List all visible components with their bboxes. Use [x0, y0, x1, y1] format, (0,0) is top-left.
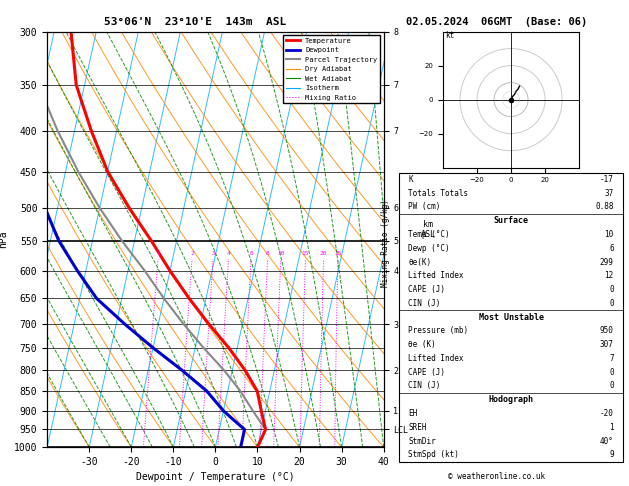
Text: Surface: Surface	[494, 216, 528, 225]
Text: Temp (°C): Temp (°C)	[408, 230, 450, 239]
Text: 7: 7	[609, 354, 614, 363]
Y-axis label: km
ASL: km ASL	[420, 220, 435, 240]
Text: StmSpd (kt): StmSpd (kt)	[408, 451, 459, 459]
Text: SREH: SREH	[408, 423, 427, 432]
Text: CAPE (J): CAPE (J)	[408, 368, 445, 377]
Text: Lifted Index: Lifted Index	[408, 354, 464, 363]
Text: CIN (J): CIN (J)	[408, 299, 441, 308]
Text: © weatheronline.co.uk: © weatheronline.co.uk	[448, 472, 545, 481]
Text: 20: 20	[320, 251, 327, 256]
Text: 6: 6	[249, 251, 253, 256]
Text: 0: 0	[609, 382, 614, 390]
Text: Hodograph: Hodograph	[489, 395, 533, 404]
Text: 25: 25	[334, 251, 342, 256]
Text: 10: 10	[604, 230, 614, 239]
Text: StmDir: StmDir	[408, 436, 436, 446]
Text: -20: -20	[600, 409, 614, 418]
Text: 6: 6	[609, 244, 614, 253]
Text: Dewp (°C): Dewp (°C)	[408, 244, 450, 253]
Text: -17: -17	[600, 175, 614, 184]
Text: 0: 0	[609, 368, 614, 377]
Text: EH: EH	[408, 409, 418, 418]
Text: K: K	[408, 175, 413, 184]
Text: 9: 9	[609, 451, 614, 459]
Text: 0.88: 0.88	[595, 203, 614, 211]
Text: θe (K): θe (K)	[408, 340, 436, 349]
Text: Most Unstable: Most Unstable	[479, 312, 543, 322]
Text: 02.05.2024  06GMT  (Base: 06): 02.05.2024 06GMT (Base: 06)	[406, 17, 587, 27]
Text: 0: 0	[609, 299, 614, 308]
Text: CIN (J): CIN (J)	[408, 382, 441, 390]
Text: kt: kt	[445, 32, 454, 40]
Text: Totals Totals: Totals Totals	[408, 189, 469, 198]
Text: Lifted Index: Lifted Index	[408, 271, 464, 280]
Text: θe(K): θe(K)	[408, 258, 431, 266]
Text: 2: 2	[190, 251, 194, 256]
Y-axis label: hPa: hPa	[0, 230, 8, 248]
Text: PW (cm): PW (cm)	[408, 203, 441, 211]
Text: 37: 37	[604, 189, 614, 198]
Text: 8: 8	[265, 251, 269, 256]
Text: 3: 3	[211, 251, 215, 256]
Text: CAPE (J): CAPE (J)	[408, 285, 445, 294]
Text: 1: 1	[609, 423, 614, 432]
Text: 299: 299	[600, 258, 614, 266]
Text: 53°06'N  23°10'E  143m  ASL: 53°06'N 23°10'E 143m ASL	[104, 17, 286, 27]
Text: 40°: 40°	[600, 436, 614, 446]
Text: 0: 0	[609, 285, 614, 294]
Text: Pressure (mb): Pressure (mb)	[408, 327, 469, 335]
Text: 1: 1	[156, 251, 160, 256]
X-axis label: Dewpoint / Temperature (°C): Dewpoint / Temperature (°C)	[136, 472, 295, 483]
Text: 10: 10	[277, 251, 284, 256]
Text: 12: 12	[604, 271, 614, 280]
Legend: Temperature, Dewpoint, Parcel Trajectory, Dry Adiabat, Wet Adiabat, Isotherm, Mi: Temperature, Dewpoint, Parcel Trajectory…	[283, 35, 380, 104]
Text: 15: 15	[302, 251, 309, 256]
Text: Mixing Ratio (g/kg): Mixing Ratio (g/kg)	[381, 199, 390, 287]
Text: 950: 950	[600, 327, 614, 335]
Text: 307: 307	[600, 340, 614, 349]
Text: 4: 4	[226, 251, 230, 256]
